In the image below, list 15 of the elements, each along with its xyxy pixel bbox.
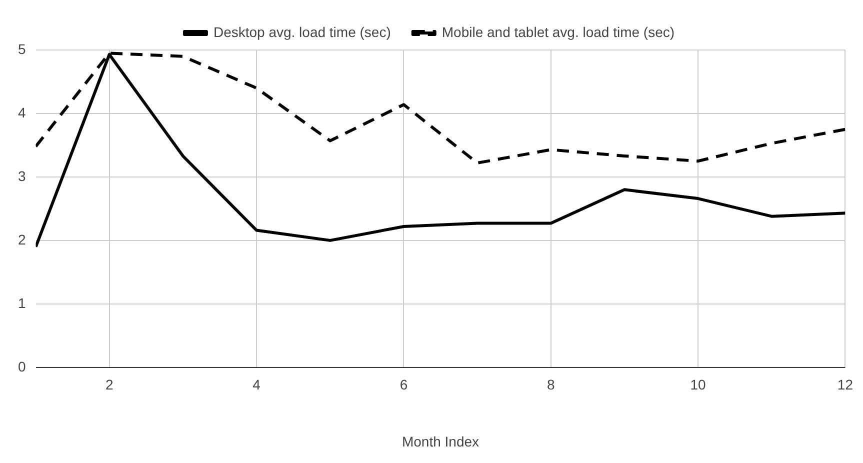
x-tick-label: 10 — [690, 376, 706, 393]
y-tick-label: 0 — [18, 358, 26, 374]
y-tick-label: 2 — [18, 231, 26, 248]
x-tick-label: 8 — [546, 376, 555, 393]
x-tick-label: 4 — [252, 376, 261, 393]
y-tick-label: 3 — [18, 168, 26, 184]
x-tick-label: 2 — [105, 376, 114, 393]
y-tick-label: 4 — [18, 104, 26, 120]
x-axis-title: Month Index — [402, 433, 480, 450]
y-tick-label: 1 — [18, 294, 26, 311]
y-tick-label: 5 — [18, 40, 26, 57]
x-tick-label: 6 — [400, 376, 408, 393]
x-tick-label: 12 — [837, 376, 854, 393]
legend-label: Mobile and tablet avg. load time (sec) — [442, 24, 675, 40]
legend-label: Desktop avg. load time (sec) — [213, 24, 391, 40]
